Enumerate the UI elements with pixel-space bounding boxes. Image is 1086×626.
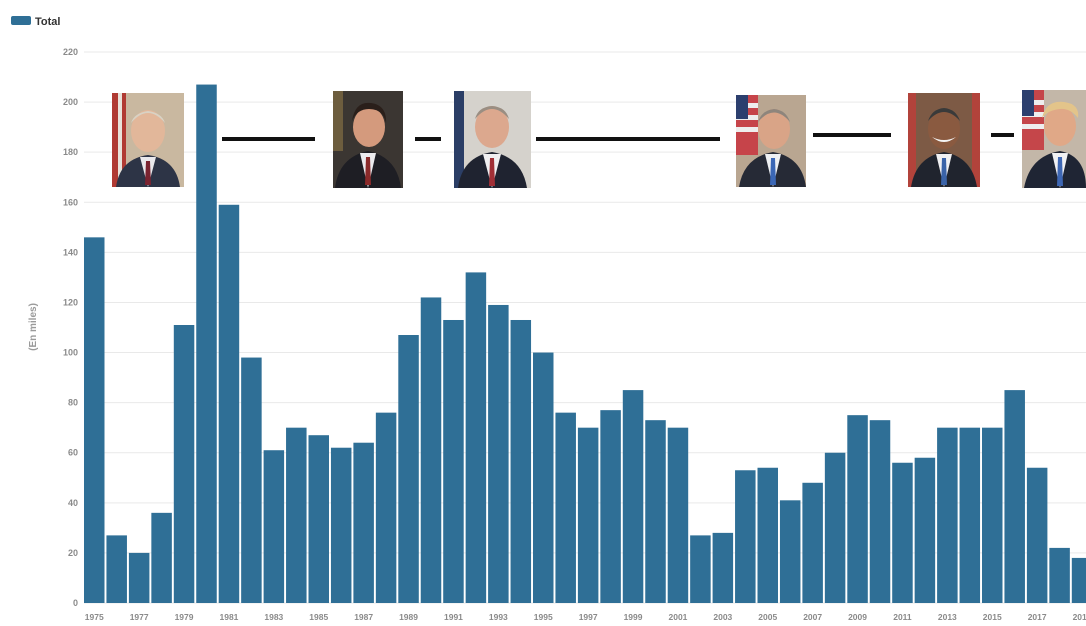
bar-1991[interactable]: [443, 319, 464, 603]
bar-1981[interactable]: [218, 204, 240, 603]
bar-1998[interactable]: [600, 410, 621, 603]
bar-2002[interactable]: [690, 535, 711, 603]
bar-1975[interactable]: [84, 237, 105, 603]
bar-1982[interactable]: [241, 357, 262, 603]
x-tick-label: 1999: [624, 612, 643, 621]
bar-2006[interactable]: [779, 500, 801, 603]
y-axis-title: (En miles): [28, 303, 39, 351]
x-tick-label: 1989: [399, 612, 418, 621]
bar-2014[interactable]: [959, 427, 981, 603]
y-tick-label: 60: [68, 448, 78, 458]
x-tick-label: 1995: [534, 612, 553, 621]
bar-1983[interactable]: [263, 450, 285, 603]
bar-1987[interactable]: [353, 442, 374, 603]
bar-1985[interactable]: [308, 435, 330, 603]
bar-1995[interactable]: [533, 352, 554, 603]
y-tick-label: 40: [68, 498, 78, 508]
bar-1994[interactable]: [510, 319, 532, 603]
bar-1997[interactable]: [577, 427, 599, 603]
bar-1996[interactable]: [555, 412, 576, 603]
x-tick-label: 2011: [893, 612, 912, 621]
bar-2005[interactable]: [757, 467, 779, 603]
portrait-3: [454, 91, 531, 188]
x-tick-label: 2005: [758, 612, 777, 621]
bar-2009[interactable]: [847, 415, 868, 603]
legend[interactable]: Total: [11, 16, 60, 28]
x-tick-label: 1987: [354, 612, 373, 621]
x-axis-ticks: 1975 1977 1979 1981 1983 1985 1987 1989 1991 1993…: [85, 612, 1086, 622]
bar-2001[interactable]: [667, 427, 689, 603]
bar-2012[interactable]: [914, 457, 936, 603]
portrait-4: [736, 95, 806, 187]
bar-1980[interactable]: [196, 84, 217, 603]
x-tick-label: 2015: [983, 612, 1002, 621]
bar-1978[interactable]: [151, 512, 172, 603]
bar-1989[interactable]: [398, 335, 419, 603]
y-tick-label: 180: [63, 147, 78, 157]
bar-2007[interactable]: [802, 482, 823, 603]
x-tick-label: 2001: [668, 612, 687, 621]
bar-2008[interactable]: [824, 452, 846, 603]
portrait-2: [333, 91, 403, 188]
x-tick-label: 1981: [219, 612, 238, 621]
bar-1990[interactable]: [420, 297, 442, 603]
x-tick-label: 1991: [444, 612, 463, 621]
bar-2013[interactable]: [937, 427, 958, 603]
y-axis-ticks: 0 20 40 60 80 100 120 140 160 180 200 220: [63, 47, 78, 608]
legend-swatch: [11, 16, 31, 25]
bar-1984[interactable]: [286, 427, 307, 603]
y-tick-label: 100: [63, 348, 78, 358]
bars: [84, 84, 1086, 603]
x-tick-label: 1977: [130, 612, 149, 621]
bar-1993[interactable]: [488, 304, 509, 603]
bar-2018[interactable]: [1049, 547, 1070, 603]
y-tick-label: 200: [63, 97, 78, 107]
x-tick-label: 2003: [713, 612, 732, 621]
y-tick-label: 120: [63, 297, 78, 307]
bar-2010[interactable]: [869, 420, 891, 603]
bar-1988[interactable]: [375, 412, 397, 603]
bar-2019[interactable]: [1071, 557, 1086, 603]
portrait-1: [112, 93, 184, 187]
x-tick-label: 2013: [938, 612, 957, 621]
x-tick-label: 2007: [803, 612, 822, 621]
y-tick-label: 140: [63, 247, 78, 257]
x-tick-label: 1975: [85, 612, 104, 621]
y-tick-label: 20: [68, 548, 78, 558]
bar-2003[interactable]: [712, 532, 734, 603]
bar-2015[interactable]: [982, 427, 1003, 603]
bar-2016[interactable]: [1004, 390, 1025, 603]
y-tick-label: 160: [63, 197, 78, 207]
bar-2017[interactable]: [1026, 467, 1048, 603]
x-tick-label: 2017: [1028, 612, 1047, 621]
x-tick-label: 1983: [264, 612, 283, 621]
x-tick-label: 1993: [489, 612, 508, 621]
bar-2011[interactable]: [892, 462, 913, 603]
bar-1999[interactable]: [622, 390, 644, 603]
bar-2000[interactable]: [645, 420, 666, 603]
bar-1979[interactable]: [173, 325, 195, 603]
bar-1977[interactable]: [128, 552, 150, 603]
bar-1976[interactable]: [106, 535, 127, 603]
y-tick-label: 220: [63, 47, 78, 57]
x-tick-label: 1985: [309, 612, 328, 621]
portrait-6: [1022, 90, 1086, 188]
x-tick-label: 1997: [579, 612, 598, 621]
x-tick-label: 1979: [175, 612, 194, 621]
legend-label: Total: [35, 16, 60, 28]
bar-2004[interactable]: [735, 470, 756, 603]
y-tick-label: 0: [73, 598, 78, 608]
y-tick-label: 80: [68, 398, 78, 408]
timeline-connectors: [222, 133, 1014, 141]
bar-1986[interactable]: [330, 447, 352, 603]
bar-1992[interactable]: [465, 272, 487, 603]
x-tick-label: 2009: [848, 612, 867, 621]
portrait-5: [908, 93, 980, 187]
